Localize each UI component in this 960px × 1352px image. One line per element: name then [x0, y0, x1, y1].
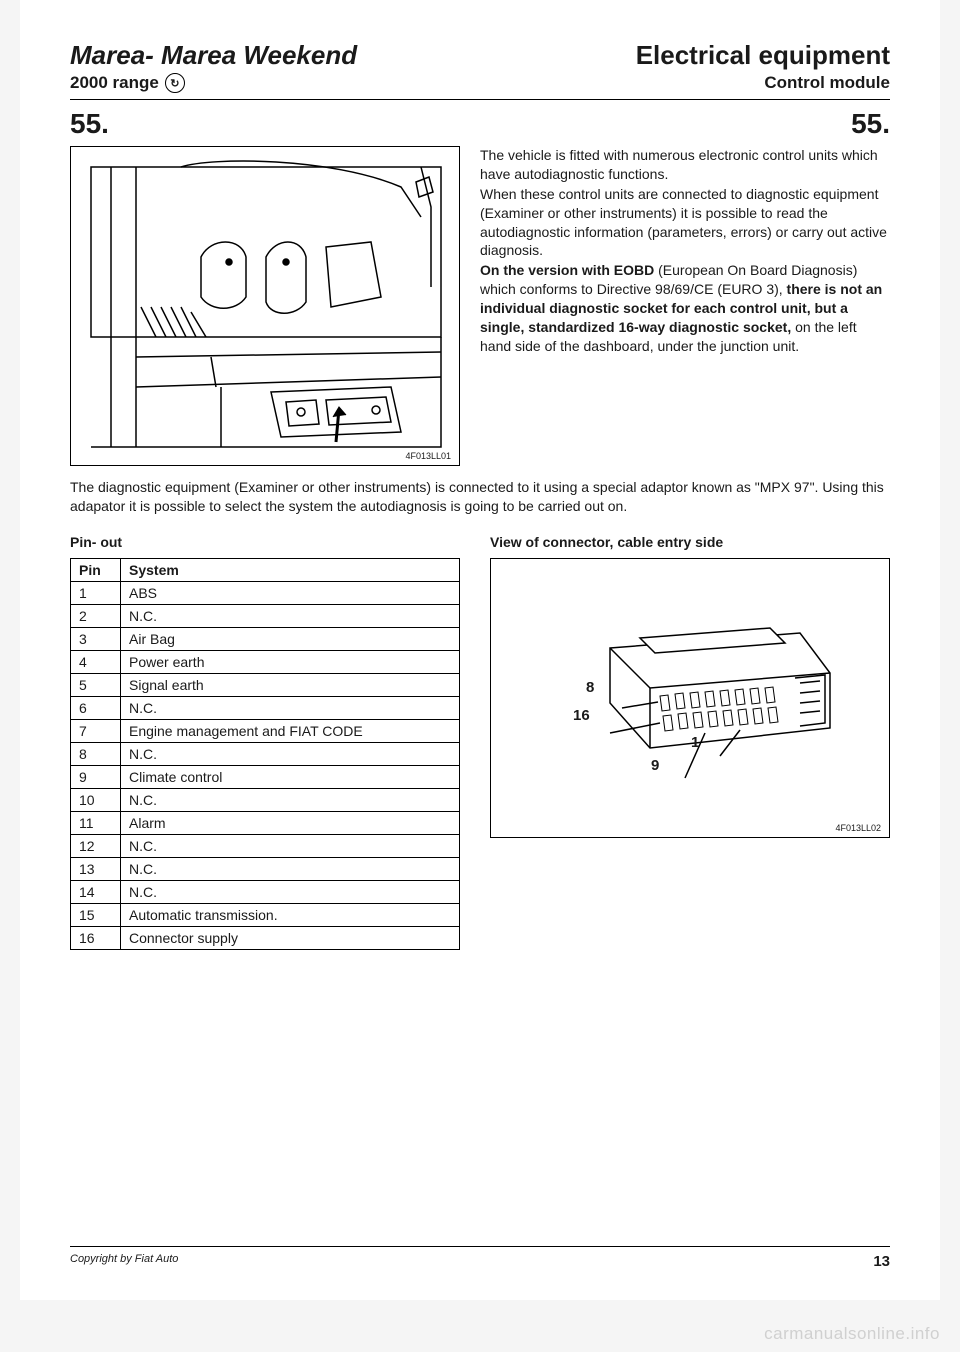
lower-content: Pin- out Pin System 1ABS 2N.C. 3Air Bag …: [70, 534, 890, 950]
section-title: Electrical equipment: [636, 40, 890, 71]
vehicle-title: Marea- Marea Weekend: [70, 40, 357, 71]
table-row: 8N.C.: [71, 742, 460, 765]
table-row: 3Air Bag: [71, 627, 460, 650]
update-icon: ↻: [165, 73, 185, 93]
connector-svg: [491, 578, 889, 818]
section-numbers: 55. 55.: [70, 108, 890, 140]
page-header: Marea- Marea Weekend 2000 range ↻ Electr…: [70, 40, 890, 93]
dashboard-figure: 4F013LL01: [70, 146, 460, 466]
pinout-table: Pin System 1ABS 2N.C. 3Air Bag 4Power ea…: [70, 558, 460, 950]
connector-heading: View of connector, cable entry side: [490, 534, 890, 550]
col-system: System: [121, 558, 460, 581]
pinout-heading: Pin- out: [70, 534, 460, 550]
table-row: 7Engine management and FIAT CODE: [71, 719, 460, 742]
pin-cell: 4: [71, 650, 121, 673]
header-divider: [70, 99, 890, 100]
dashboard-svg: [71, 147, 461, 467]
pin-cell: 15: [71, 903, 121, 926]
desc-p1: The vehicle is fitted with numerous elec…: [480, 146, 890, 184]
page-footer: Copyright by Fiat Auto 13: [70, 1246, 890, 1270]
vehicle-subtitle: 2000 range ↻: [70, 73, 357, 93]
table-row: 9Climate control: [71, 765, 460, 788]
header-right: Electrical equipment Control module: [636, 40, 890, 93]
pin-cell: 16: [71, 926, 121, 949]
callout-16: 16: [573, 707, 590, 724]
pin-cell: 11: [71, 811, 121, 834]
sys-cell: Climate control: [121, 765, 460, 788]
table-row: 1ABS: [71, 581, 460, 604]
table-row: 2N.C.: [71, 604, 460, 627]
upper-content: 4F013LL01 The vehicle is fitted with num…: [70, 146, 890, 466]
pin-cell: 1: [71, 581, 121, 604]
table-header-row: Pin System: [71, 558, 460, 581]
sys-cell: N.C.: [121, 742, 460, 765]
sys-cell: Engine management and FIAT CODE: [121, 719, 460, 742]
sys-cell: N.C.: [121, 604, 460, 627]
desc-p2: When these control units are connected t…: [480, 185, 890, 261]
sys-cell: N.C.: [121, 880, 460, 903]
col-pin: Pin: [71, 558, 121, 581]
callout-1: 1: [691, 734, 699, 751]
sys-cell: N.C.: [121, 857, 460, 880]
pin-cell: 9: [71, 765, 121, 788]
table-row: 14N.C.: [71, 880, 460, 903]
connector-section: View of connector, cable entry side: [490, 534, 890, 838]
sys-cell: Automatic transmission.: [121, 903, 460, 926]
header-left: Marea- Marea Weekend 2000 range ↻: [70, 40, 357, 93]
sys-cell: Air Bag: [121, 627, 460, 650]
table-row: 10N.C.: [71, 788, 460, 811]
figure1-label: 4F013LL01: [405, 451, 451, 461]
pin-cell: 12: [71, 834, 121, 857]
table-row: 15Automatic transmission.: [71, 903, 460, 926]
sys-cell: ABS: [121, 581, 460, 604]
copyright-text: Copyright by Fiat Auto: [70, 1253, 178, 1270]
table-row: 6N.C.: [71, 696, 460, 719]
sys-cell: N.C.: [121, 834, 460, 857]
sys-cell: Power earth: [121, 650, 460, 673]
callout-9: 9: [651, 757, 659, 774]
pin-cell: 3: [71, 627, 121, 650]
section-number-left: 55.: [70, 108, 109, 140]
section-number-right: 55.: [851, 108, 890, 140]
sys-cell: Connector supply: [121, 926, 460, 949]
desc-p3-a: On the version with EOBD: [480, 262, 658, 278]
watermark-text: carmanualsonline.info: [764, 1324, 940, 1344]
pin-cell: 10: [71, 788, 121, 811]
callout-8: 8: [586, 679, 594, 696]
table-row: 16Connector supply: [71, 926, 460, 949]
description-block: The vehicle is fitted with numerous elec…: [480, 146, 890, 357]
page-number: 13: [873, 1253, 890, 1270]
table-row: 12N.C.: [71, 834, 460, 857]
table-row: 4Power earth: [71, 650, 460, 673]
range-label: 2000 range: [70, 73, 159, 93]
pin-cell: 7: [71, 719, 121, 742]
table-row: 11Alarm: [71, 811, 460, 834]
pinout-section: Pin- out Pin System 1ABS 2N.C. 3Air Bag …: [70, 534, 460, 950]
sys-cell: Signal earth: [121, 673, 460, 696]
pin-cell: 13: [71, 857, 121, 880]
section-subtitle: Control module: [636, 73, 890, 93]
pin-cell: 5: [71, 673, 121, 696]
sys-cell: N.C.: [121, 788, 460, 811]
pin-cell: 8: [71, 742, 121, 765]
table-row: 13N.C.: [71, 857, 460, 880]
sys-cell: N.C.: [121, 696, 460, 719]
pin-cell: 14: [71, 880, 121, 903]
adapter-paragraph: The diagnostic equipment (Examiner or ot…: [70, 478, 890, 516]
desc-p3: On the version with EOBD (European On Bo…: [480, 261, 890, 355]
pin-cell: 6: [71, 696, 121, 719]
sys-cell: Alarm: [121, 811, 460, 834]
table-row: 5Signal earth: [71, 673, 460, 696]
pin-cell: 2: [71, 604, 121, 627]
figure2-label: 4F013LL02: [835, 823, 881, 833]
connector-figure: 8 16 1 9 4F013LL02: [490, 558, 890, 838]
